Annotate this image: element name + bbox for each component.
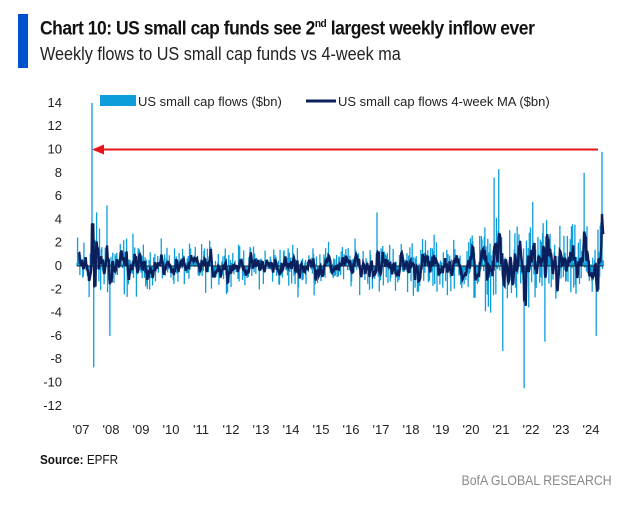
x-tick-label: '17 bbox=[373, 422, 390, 437]
y-tick-label: -8 bbox=[50, 351, 62, 366]
y-tick-label: -6 bbox=[50, 328, 62, 343]
y-tick-label: 2 bbox=[55, 235, 62, 250]
ma-line bbox=[78, 213, 605, 306]
chart-title: Chart 10: US small cap funds see 2nd lar… bbox=[40, 18, 535, 40]
source-note: Source: EPFR bbox=[40, 452, 118, 467]
brand-label: BofA GLOBAL RESEARCH bbox=[461, 472, 612, 488]
legend-label-ma: US small cap flows 4-week MA ($bn) bbox=[338, 94, 550, 109]
title-superscript: nd bbox=[314, 18, 327, 30]
chart-subtitle: Weekly flows to US small cap funds vs 4-… bbox=[40, 44, 401, 64]
y-tick-label: 6 bbox=[55, 188, 62, 203]
y-tick-label: -12 bbox=[43, 398, 62, 413]
x-tick-label: '21 bbox=[493, 422, 510, 437]
x-tick-label: '15 bbox=[313, 422, 330, 437]
y-tick-label: 12 bbox=[48, 118, 62, 133]
flows-bars bbox=[76, 102, 604, 389]
x-tick-label: '22 bbox=[523, 422, 540, 437]
y-tick-label: 4 bbox=[55, 211, 62, 226]
arrow-head-icon bbox=[92, 144, 104, 155]
title-text: Chart 10: US small cap funds see 2 bbox=[40, 18, 315, 40]
x-tick-label: '18 bbox=[403, 422, 420, 437]
x-axis-ticks: '07 '08 '09 '10 '11 '12 '13 '14 '15 '16 '17 '18 '19 '… bbox=[73, 422, 600, 437]
y-tick-label: -10 bbox=[43, 375, 62, 390]
y-tick-label: 8 bbox=[55, 165, 62, 180]
arrow-annotation bbox=[92, 144, 598, 155]
x-tick-label: '12 bbox=[223, 422, 240, 437]
x-tick-label: '20 bbox=[463, 422, 480, 437]
x-tick-label: '11 bbox=[193, 422, 209, 437]
legend-label-flows: US small cap flows ($bn) bbox=[138, 94, 282, 109]
y-tick-label: -2 bbox=[50, 281, 62, 296]
x-tick-label: '07 bbox=[73, 422, 90, 437]
x-tick-label: '08 bbox=[103, 422, 120, 437]
title-accent-bar bbox=[18, 14, 28, 68]
y-tick-label: 0 bbox=[55, 258, 62, 273]
x-tick-label: '24 bbox=[583, 422, 600, 437]
source-value: EPFR bbox=[86, 452, 119, 467]
x-tick-label: '23 bbox=[553, 422, 570, 437]
x-tick-label: '14 bbox=[283, 422, 300, 437]
x-tick-label: '16 bbox=[343, 422, 360, 437]
legend: US small cap flows ($bn) US small cap fl… bbox=[100, 94, 550, 109]
y-axis-ticks: 14 12 10 8 6 4 2 0 -2 -4 -6 -8 -10 -12 bbox=[43, 95, 62, 413]
y-tick-label: 14 bbox=[48, 95, 62, 110]
x-tick-label: '09 bbox=[133, 422, 150, 437]
x-tick-label: '13 bbox=[253, 422, 270, 437]
y-tick-label: -4 bbox=[50, 305, 62, 320]
source-label: Source: bbox=[40, 452, 84, 467]
title-text-suffix: largest weekly inflow ever bbox=[326, 18, 535, 40]
x-tick-label: '19 bbox=[433, 422, 450, 437]
x-tick-label: '10 bbox=[163, 422, 180, 437]
legend-swatch-flows bbox=[100, 95, 136, 106]
y-tick-label: 10 bbox=[48, 142, 62, 157]
